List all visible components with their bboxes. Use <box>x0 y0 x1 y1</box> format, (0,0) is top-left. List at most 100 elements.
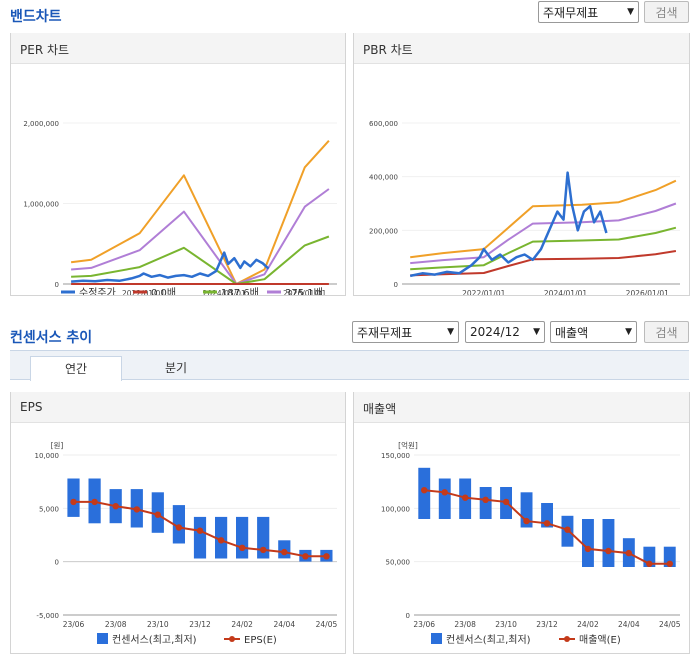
eps-estimate-point <box>239 544 246 551</box>
sales-range-bar <box>643 546 656 567</box>
sales-range-bar <box>663 546 676 567</box>
sales-x-tick-label: 24/04 <box>618 620 640 629</box>
sales-x-tick-label: 24/02 <box>577 620 599 629</box>
sales-legend-label: 매출액(E) <box>579 634 621 646</box>
pbr-x-tick-label: 2026/01/01 <box>626 289 669 295</box>
per-x-tick-label: 2026/01/01 <box>283 289 326 295</box>
pbr-chart-panel: PBR 차트 600,000 400,000 200,000 0 2022/01/01 2… <box>353 33 690 296</box>
eps-estimate-point <box>133 506 140 513</box>
per-x-tick-label: 2024/01/01 <box>203 289 246 295</box>
eps-x-tick-label: 23/12 <box>189 620 211 629</box>
pbr-y-tick-label: 0 <box>394 281 398 289</box>
pbr-chart: 600,000 400,000 200,000 0 2022/01/01 2024/01/… <box>369 120 680 295</box>
eps-x-tick-label: 23/06 <box>63 620 85 629</box>
consensus-statement-select[interactable]: 주재무제표 ▼ <box>352 321 459 343</box>
consensus-title: 컨센서스 추이 <box>10 330 93 346</box>
eps-x-tick-label: 23/08 <box>105 620 127 629</box>
band-statement-value: 주재무제표 <box>543 5 599 20</box>
sales-y-tick-label: 0 <box>406 612 410 620</box>
eps-legend-bar-swatch <box>97 633 108 644</box>
eps-legend-point-swatch <box>229 636 235 642</box>
sales-estimate-point <box>421 487 428 494</box>
chevron-down-icon: ▼ <box>447 327 454 337</box>
pbr-x-tick-label: 2024/01/01 <box>544 289 587 295</box>
sales-estimate-point <box>625 549 632 557</box>
chevron-down-icon: ▼ <box>625 327 632 337</box>
sales-x-tick-label: 23/08 <box>454 620 476 629</box>
eps-range-bar <box>172 505 185 544</box>
sales-range-bar <box>582 519 594 567</box>
consensus-period-select[interactable]: 2024/12 ▼ <box>465 321 545 343</box>
per-series-0 <box>70 140 330 285</box>
eps-estimate-point <box>302 553 309 560</box>
eps-y-tick-label: -5,000 <box>36 612 59 620</box>
eps-panel-header: EPS <box>11 392 345 423</box>
per-panel-header: PER 차트 <box>11 33 345 64</box>
sales-estimate-point <box>646 560 653 567</box>
sales-x-tick-label: 23/12 <box>536 620 558 629</box>
eps-range-bar <box>67 478 80 517</box>
pbr-x-tick-label: 2022/01/01 <box>462 289 505 295</box>
consensus-statement-value: 주재무제표 <box>357 325 413 340</box>
eps-y-tick-label: 10,000 <box>35 452 60 460</box>
eps-range-bar <box>257 516 270 559</box>
consensus-metric-select[interactable]: 매출액 ▼ <box>550 321 637 343</box>
sales-x-tick-label: 24/05 <box>659 620 681 629</box>
per-series-2 <box>71 235 330 285</box>
sales-panel-header: 매출액 <box>354 392 689 423</box>
sales-range-bar <box>418 467 431 519</box>
pbr-series-2 <box>410 226 677 271</box>
eps-x-tick-label: 23/10 <box>147 620 169 629</box>
eps-range-bar <box>236 516 249 559</box>
eps-estimate-point <box>217 537 225 544</box>
sales-estimate-point <box>543 520 551 527</box>
eps-unit-label: [원] <box>51 441 64 450</box>
band-chart-title: 밴드차트 <box>10 9 62 25</box>
per-legend-label: 375.1배 <box>285 287 323 295</box>
per-chart: 2,000,0001,000,00002022/01/012024/01/012… <box>23 120 337 295</box>
sales-legend-bar-swatch <box>431 633 442 644</box>
eps-legend-label: 컨센서스(최고,최저) <box>112 634 197 646</box>
per-y-tick-label: 1,000,000 <box>23 201 59 209</box>
pbr-y-tick-label: 600,000 <box>369 120 398 128</box>
per-legend-label: 수정주가 <box>79 287 116 295</box>
chevron-down-icon: ▼ <box>627 7 634 17</box>
eps-estimate-point <box>112 503 119 510</box>
tab-annual[interactable]: 연간 <box>30 356 122 381</box>
band-search-button[interactable]: 검색 <box>644 1 689 23</box>
eps-x-tick-label: 24/02 <box>231 620 253 629</box>
consensus-search-button[interactable]: 검색 <box>644 321 689 343</box>
band-statement-select[interactable]: 주재무제표 ▼ <box>538 1 639 23</box>
chevron-down-icon: ▼ <box>533 327 540 337</box>
eps-x-tick-label: 24/04 <box>273 620 295 629</box>
sales-chart: [억원] 150,000 100,000 50,000 023/06 23/08 23/10… <box>381 441 681 646</box>
eps-y-tick-label: 0 <box>55 559 59 567</box>
sales-estimate-point <box>441 489 448 496</box>
eps-estimate-point <box>196 527 204 534</box>
pbr-series-1 <box>410 202 677 265</box>
sales-legend-point-swatch <box>564 636 570 642</box>
per-chart-panel: PER 차트 2,000,0001,000,00002022/01/012024… <box>10 33 346 296</box>
eps-estimate-point <box>91 498 98 506</box>
tab-quarterly[interactable]: 분기 <box>164 361 188 375</box>
sales-legend-label: 컨센서스(최고,최저) <box>446 634 531 646</box>
sales-estimate-point <box>564 526 571 533</box>
per-legend-label: 0.0배 <box>151 287 176 295</box>
sales-estimate-point <box>502 498 510 506</box>
per-series-1 <box>71 188 330 285</box>
sales-estimate-point <box>605 547 612 555</box>
eps-estimate-point <box>70 498 77 506</box>
sales-x-tick-label: 23/06 <box>413 620 435 629</box>
sales-range-bar <box>602 519 615 567</box>
sales-chart-panel: 매출액 [억원] 150,000 100,000 50,000 0 23/06 23/08 2… <box>353 392 690 654</box>
eps-estimate-point <box>154 511 161 518</box>
sales-estimate-point <box>462 494 469 501</box>
sales-y-tick-label: 50,000 <box>386 559 411 567</box>
per-panel-title: PER 차트 <box>20 43 70 57</box>
eps-panel-title: EPS <box>20 400 43 414</box>
eps-x-tick-label: 24/05 <box>316 620 338 629</box>
per-series-4 <box>71 251 270 283</box>
pbr-series-4 <box>409 171 608 278</box>
pbr-panel-header: PBR 차트 <box>354 33 689 64</box>
consensus-period-value: 2024/12 <box>470 325 520 339</box>
